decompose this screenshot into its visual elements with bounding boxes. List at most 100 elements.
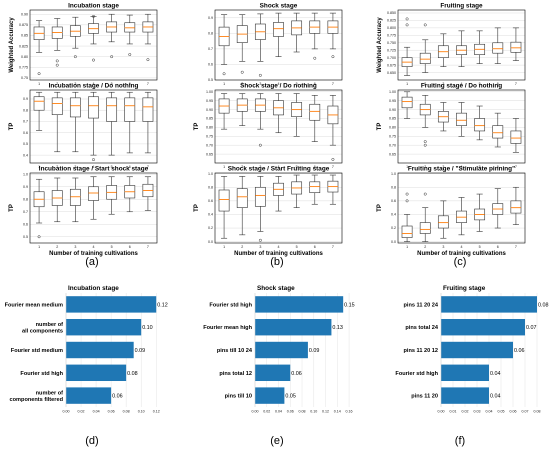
panel-title: Incubation stage / Do nothing: [49, 83, 139, 90]
y-tick-label: 0.7: [23, 210, 28, 214]
y-tick-label: 0.4: [391, 213, 396, 217]
x-tick-label: 0.07: [522, 410, 529, 414]
outlier-point: [110, 55, 114, 59]
plot-frame: [29, 89, 158, 164]
box-5: 5: [291, 12, 303, 86]
panel-title: Incubation stage: [68, 285, 119, 292]
outlier-point: [405, 23, 409, 27]
y-tick-label: 0.650: [387, 71, 396, 75]
y-tick-label: 0.6: [208, 199, 213, 203]
bar-4: 0.04 Fourier std high: [395, 364, 501, 382]
bar-value-label: 0.13: [332, 325, 343, 331]
y-tick-label: 0.775: [387, 34, 396, 38]
bar-value-label: 0.08: [127, 371, 138, 377]
bar: [441, 296, 537, 313]
y-tick-label: 0.0: [208, 240, 213, 244]
box-1: 1: [33, 20, 45, 86]
iqr-box: [474, 118, 486, 132]
bar-2: 0.10 number of all components: [22, 318, 153, 336]
x-tick-label: 7: [332, 82, 334, 86]
y-tick-label: 0.0: [391, 240, 396, 244]
box-5: 5: [106, 91, 118, 169]
feature-label: pins total 12: [219, 371, 252, 377]
feature-label: pins 11 20 12: [403, 348, 438, 354]
x-tick-label: 5: [296, 165, 298, 169]
barchart-panel: 0.00 0.02 0.04 0.06 0.08 0.10 0.12 0.12 Fourier …: [5, 285, 168, 414]
y-tick-label: 0.2: [208, 226, 213, 230]
y-tick-label: 1.0: [391, 172, 396, 176]
outlier-point: [331, 55, 335, 59]
box-5: 5: [474, 105, 486, 169]
y-tick-label: 0.4: [208, 213, 213, 217]
box-3: 3: [69, 16, 81, 86]
x-tick-label: 0.08: [299, 410, 306, 414]
panel-letter: (b): [270, 256, 283, 268]
outlier-point: [73, 55, 77, 59]
x-tick-label: 0.16: [346, 410, 353, 414]
y-tick-label: 0.675: [387, 63, 396, 67]
x-tick-label: 0.12: [153, 410, 160, 414]
iqr-box: [510, 200, 522, 214]
outlier-point: [423, 140, 427, 144]
feature-label: pins total 24: [405, 325, 439, 331]
x-tick-label: 2: [241, 165, 243, 169]
x-tick-label: 2: [424, 82, 426, 86]
x-tick-label: 0.10: [310, 410, 317, 414]
y-axis-label: TP: [9, 204, 15, 212]
box-7: 7: [510, 27, 522, 86]
plot-frame: [214, 89, 343, 164]
outlier-point: [240, 70, 244, 74]
x-tick-label: 4: [461, 82, 463, 86]
x-tick-label: 7: [147, 82, 149, 86]
outlier-point: [405, 199, 409, 203]
x-tick-label: 2: [56, 245, 58, 249]
bar-5: 0.04 pins 11 20: [411, 387, 501, 404]
box-4: 4: [88, 14, 99, 86]
iqr-box: [456, 112, 467, 126]
outlier-point: [405, 192, 409, 196]
y-axis-label: TP: [377, 123, 383, 131]
x-tick-label: 2: [56, 165, 58, 169]
feature-label: number of all components: [22, 322, 63, 335]
outlier-point: [92, 58, 95, 62]
bar: [441, 364, 489, 382]
x-tick-label: 6: [497, 165, 499, 169]
box-5: 5: [291, 174, 303, 249]
y-tick-label: 0.80: [389, 126, 396, 130]
x-tick-label: 2: [241, 245, 243, 249]
y-tick-label: 0.75: [21, 76, 28, 80]
feature-label: Fourier std high: [209, 302, 252, 308]
box-7: 7: [327, 12, 339, 86]
box-4: 4: [456, 197, 467, 249]
box-6: 6: [124, 14, 136, 86]
iqr-box: [492, 42, 504, 54]
bar: [441, 387, 489, 404]
boxplot-panel: 0.65 0.70 0.75 0.80 0.85 0.90 0.95 1.00 1 2 3 4 5 6 7 S…: [194, 83, 343, 169]
panel-title: Shock stage / Start Fruiting stage: [228, 166, 330, 173]
outlier-point: [423, 143, 427, 147]
x-tick-label: 6: [129, 245, 131, 249]
x-tick-label: 3: [74, 82, 76, 86]
x-tick-label: 1: [223, 82, 225, 86]
iqr-box: [273, 22, 284, 37]
y-tick-label: 0.6: [23, 222, 28, 226]
barchart-panel: 0.00 0.02 0.04 0.06 0.08 0.10 0.12 0.14 0.16 0.15…: [203, 285, 354, 414]
x-tick-label: 5: [111, 245, 113, 249]
box-4: 4: [88, 91, 99, 169]
bar-value-label: 0.12: [157, 302, 168, 308]
iqr-box: [437, 215, 449, 229]
x-tick-label: 0.06: [510, 410, 517, 414]
x-tick-label: 4: [278, 165, 280, 169]
x-tick-label: 0.01: [450, 410, 457, 414]
box-5: 5: [291, 93, 303, 169]
outlier-point: [258, 238, 262, 242]
x-tick-label: 3: [259, 245, 261, 249]
box-1: 1: [218, 93, 230, 169]
box-2: 2: [236, 14, 248, 86]
iqr-box: [401, 225, 413, 238]
y-tick-label: 0.70: [206, 143, 213, 147]
y-tick-label: 0.5: [23, 142, 28, 146]
